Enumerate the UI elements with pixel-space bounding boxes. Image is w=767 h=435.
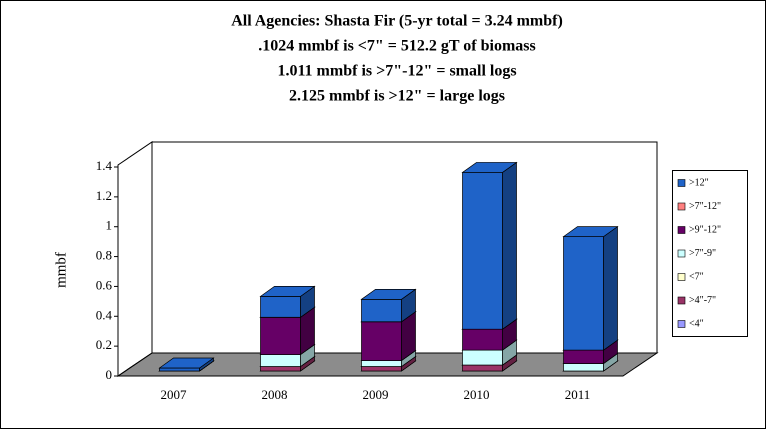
title-line: 2.125 mmbf is >12" = large logs <box>289 88 505 105</box>
bar-segment <box>259 285 316 318</box>
back-wall <box>151 141 658 354</box>
legend-swatch <box>677 273 686 281</box>
x-tick-label: 2010 <box>464 387 490 402</box>
y-tick-label: 0 <box>106 367 113 382</box>
bar-top <box>562 226 619 237</box>
bar-front <box>563 363 604 372</box>
bar-top <box>461 162 518 173</box>
bar-front <box>361 321 402 361</box>
legend-label: <4" <box>689 318 704 329</box>
bar-segment <box>158 357 215 372</box>
bar-segment <box>562 225 619 351</box>
x-tick-label: 2009 <box>363 387 389 402</box>
bar-side-shade <box>603 340 618 364</box>
legend-label: <7" <box>689 271 704 282</box>
bar-side-shade <box>300 344 315 367</box>
legend-swatch <box>677 249 686 258</box>
y-tick-label: 1.4 <box>96 158 113 173</box>
bar-side-shade <box>603 353 618 371</box>
bar-front <box>563 349 604 364</box>
bar-top <box>360 288 417 300</box>
bar-front <box>462 349 503 366</box>
legend-label: >9"-12" <box>689 224 721 235</box>
bar-front <box>260 316 301 355</box>
bar-front <box>462 328 503 351</box>
legend-swatch <box>677 179 686 187</box>
y-tick-label: 0.8 <box>96 248 112 263</box>
bar-side-shade <box>502 340 517 366</box>
bar-top <box>158 357 215 369</box>
bar-segment <box>360 288 417 323</box>
bar-front <box>563 236 604 351</box>
title-line: All Agencies: Shasta Fir (5-yr total = 3… <box>231 13 563 30</box>
y-tick-label: 1 <box>106 218 113 233</box>
bar-side-shade <box>199 358 214 371</box>
bar-side-shade <box>401 356 416 371</box>
x-tick-label: 2008 <box>262 387 288 402</box>
bar-front <box>361 360 402 367</box>
bar-front <box>462 364 503 372</box>
bar-side-shade <box>401 311 416 361</box>
bar-side-shade <box>401 289 416 322</box>
title-line: 1.011 mmbf is >7"-12" = small logs <box>277 63 516 80</box>
bar-front <box>159 367 200 372</box>
legend-label: >12" <box>689 177 709 188</box>
bar-segment <box>461 161 518 330</box>
y-tick-label: 0.4 <box>96 307 113 322</box>
bar-front <box>462 172 503 330</box>
title-line: .1024 mmbf is <7" = 512.2 gT of biomass <box>258 38 536 55</box>
y-tick-label: 1.2 <box>96 188 112 203</box>
bar-side-shade <box>300 307 315 355</box>
bar-side-shade <box>401 350 416 367</box>
y-tick-label: 0.2 <box>96 337 112 352</box>
legend-label: >7"-9" <box>689 248 716 259</box>
legend-swatch <box>677 226 686 234</box>
bar-front <box>260 354 301 367</box>
bar-front <box>260 366 301 372</box>
bar-side-shade <box>300 356 315 371</box>
legend-label: >7"-12" <box>689 201 721 212</box>
legend-swatch <box>677 296 686 305</box>
bar-side-shade <box>603 226 618 351</box>
x-tick-label: 2007 <box>161 387 188 402</box>
bar-side-shade <box>502 162 517 330</box>
bar-front <box>260 296 301 318</box>
bar-top <box>259 286 316 297</box>
x-tick-label: 2011 <box>565 387 591 402</box>
legend-swatch <box>677 320 686 328</box>
bar-front <box>361 366 402 372</box>
legend-label: >4"-7" <box>689 295 716 306</box>
y-axis-label: mmbf <box>53 252 69 288</box>
y-tick-label: 0.6 <box>96 277 113 292</box>
bar-side-shade <box>502 355 517 371</box>
bar-front <box>361 298 402 323</box>
legend-swatch <box>677 202 686 211</box>
